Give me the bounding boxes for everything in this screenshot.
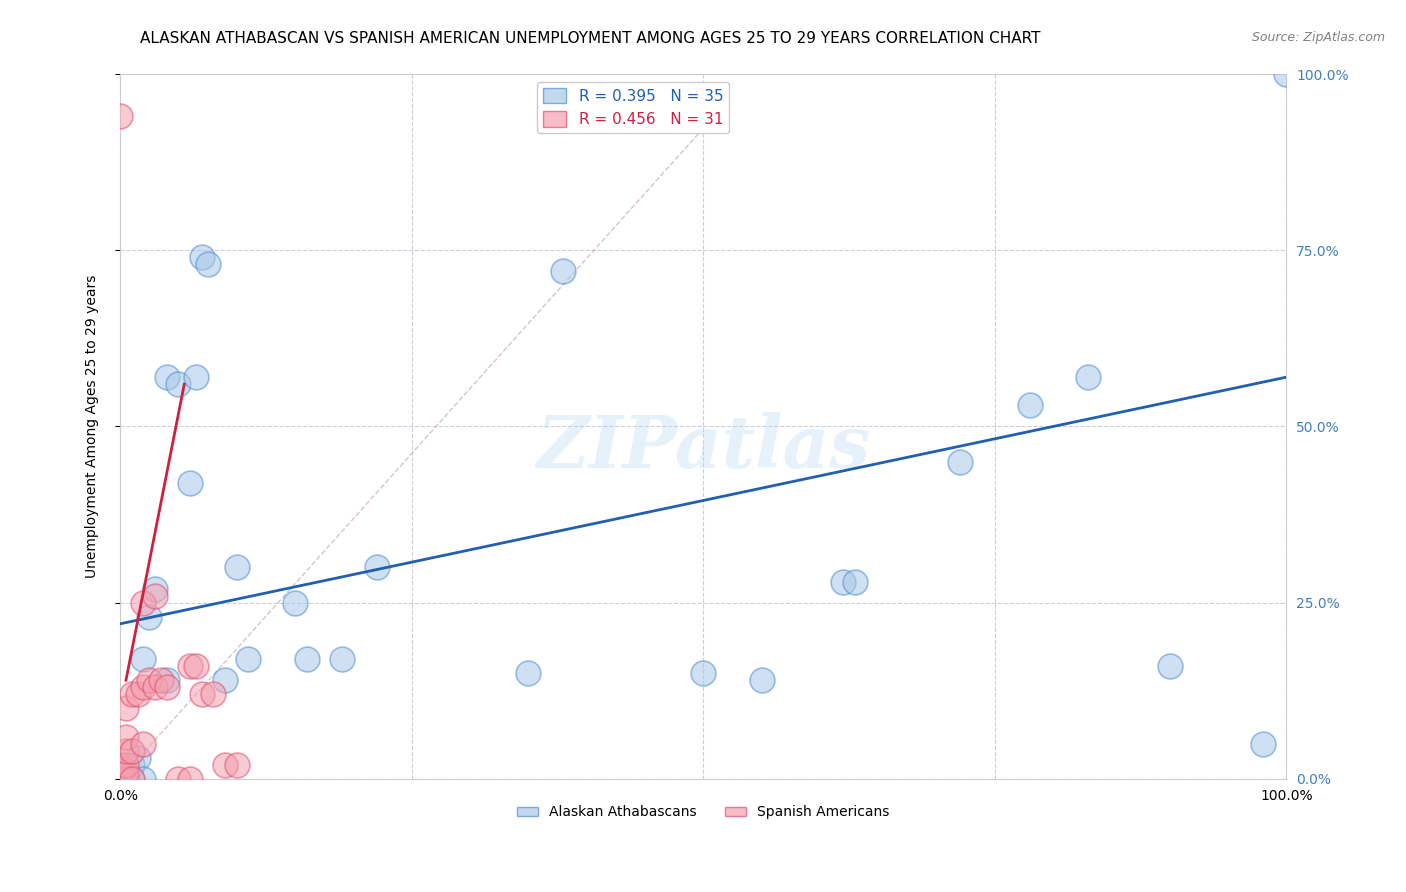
Point: [202, 687, 225, 701]
Point: [692, 666, 714, 681]
Point: [115, 768, 138, 782]
Point: [1251, 737, 1274, 751]
Point: [295, 652, 318, 666]
Point: [115, 730, 138, 744]
Point: [132, 737, 155, 751]
Point: [115, 772, 138, 786]
Point: [121, 757, 143, 772]
Point: [1077, 370, 1099, 384]
Point: [214, 673, 236, 688]
Point: [184, 659, 207, 673]
Point: [1159, 659, 1181, 673]
Point: [121, 772, 143, 786]
Point: [132, 680, 155, 694]
Point: [179, 659, 201, 673]
Point: [115, 701, 138, 715]
Point: [108, 764, 131, 779]
Y-axis label: Unemployment Among Ages 25 to 29 years: Unemployment Among Ages 25 to 29 years: [86, 275, 100, 578]
Point: [156, 680, 179, 694]
Point: [115, 764, 138, 779]
Point: [138, 609, 160, 624]
Point: [225, 560, 247, 574]
Point: [832, 574, 855, 589]
Point: [225, 757, 247, 772]
Legend: Alaskan Athabascans, Spanish Americans: Alaskan Athabascans, Spanish Americans: [512, 800, 894, 825]
Point: [517, 666, 540, 681]
Point: [108, 109, 131, 123]
Point: [127, 751, 149, 765]
Point: [121, 744, 143, 758]
Point: [108, 768, 131, 782]
Point: [132, 772, 155, 786]
Point: [108, 772, 131, 786]
Point: [108, 772, 131, 786]
Point: [143, 680, 166, 694]
Point: [108, 757, 131, 772]
Point: [115, 744, 138, 758]
Point: [132, 652, 155, 666]
Point: [115, 757, 138, 772]
Point: [132, 596, 155, 610]
Point: [238, 652, 260, 666]
Point: [949, 455, 972, 469]
Point: [156, 673, 179, 688]
Point: [138, 673, 160, 688]
Point: [149, 673, 172, 688]
Point: [191, 687, 214, 701]
Point: [121, 687, 143, 701]
Text: Source: ZipAtlas.com: Source: ZipAtlas.com: [1251, 31, 1385, 45]
Point: [143, 589, 166, 603]
Point: [844, 574, 866, 589]
Point: [330, 652, 353, 666]
Point: [167, 772, 190, 786]
Point: [191, 250, 214, 264]
Point: [197, 257, 219, 271]
Point: [214, 757, 236, 772]
Text: ZIPatlas: ZIPatlas: [536, 412, 870, 483]
Point: [156, 370, 179, 384]
Point: [184, 370, 207, 384]
Point: [366, 560, 388, 574]
Text: ALASKAN ATHABASCAN VS SPANISH AMERICAN UNEMPLOYMENT AMONG AGES 25 TO 29 YEARS CO: ALASKAN ATHABASCAN VS SPANISH AMERICAN U…: [141, 31, 1040, 46]
Point: [1275, 67, 1298, 81]
Point: [553, 264, 575, 278]
Point: [751, 673, 773, 688]
Point: [1018, 398, 1040, 412]
Point: [179, 475, 201, 490]
Point: [143, 582, 166, 596]
Point: [167, 377, 190, 392]
Point: [127, 687, 149, 701]
Point: [121, 772, 143, 786]
Point: [284, 596, 307, 610]
Point: [179, 772, 201, 786]
